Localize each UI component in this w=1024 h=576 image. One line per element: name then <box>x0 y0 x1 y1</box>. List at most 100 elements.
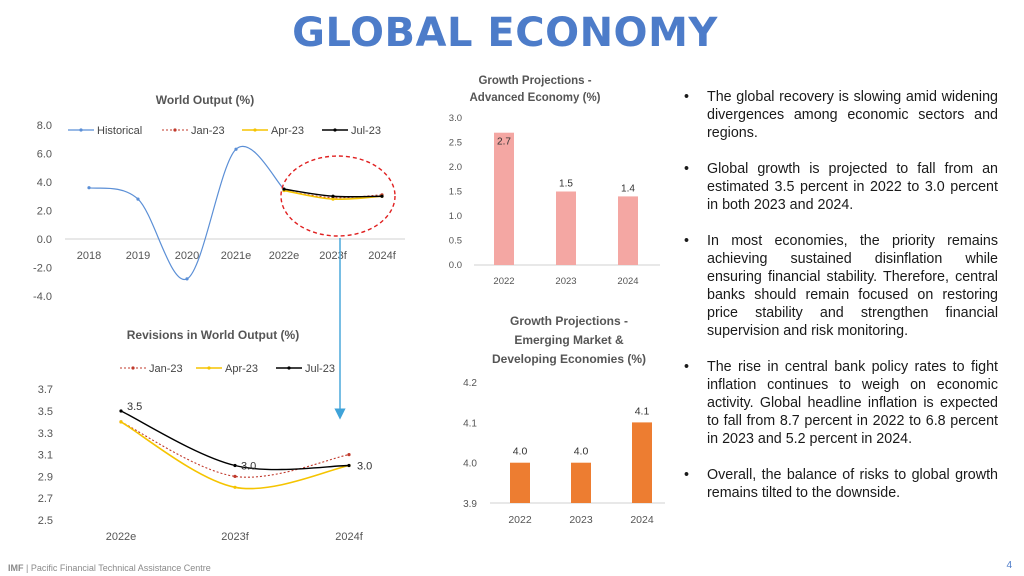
x-tick-label: 2022e <box>269 250 300 262</box>
legend-marker <box>207 366 211 370</box>
data-label: 4.0 <box>574 446 589 458</box>
y-tick-label: 3.9 <box>463 499 477 510</box>
legend-label: Apr-23 <box>271 125 304 137</box>
x-tick-label: 2023f <box>221 531 249 543</box>
y-tick-label: 4.0 <box>463 459 477 470</box>
y-tick-label: 3.7 <box>38 384 53 396</box>
x-tick-label: 2024 <box>617 276 638 287</box>
y-tick-label: 2.0 <box>449 162 462 173</box>
x-tick-label: 2019 <box>126 250 150 262</box>
y-tick-label: 1.5 <box>449 187 462 198</box>
legend-label: Jan-23 <box>191 125 225 137</box>
data-point <box>185 277 189 281</box>
y-tick-label: 2.7 <box>38 493 53 505</box>
data-label: 2.7 <box>497 137 511 148</box>
footer-brand: IMF <box>8 563 24 573</box>
chart-title: Growth Projections - <box>510 314 628 328</box>
legend-marker <box>333 128 337 132</box>
bullet-item: Overall, the balance of risks to global … <box>684 466 998 502</box>
data-point <box>233 463 237 468</box>
data-label: 1.5 <box>559 179 573 190</box>
bar <box>632 422 652 503</box>
y-tick-label: 0.0 <box>449 260 462 271</box>
bullet-item: In most economies, the priority remains … <box>684 232 998 340</box>
y-tick-label: 1.0 <box>449 211 462 222</box>
chart-title: Developing Economies (%) <box>492 352 646 366</box>
data-label: 1.4 <box>621 183 635 194</box>
y-tick-label: 3.5 <box>38 406 53 418</box>
data-label: 4.1 <box>635 405 650 417</box>
world-output-chart: World Output (%) 8.0 6.0 4.0 2.0 0.0 -2.0 -4.0 2… <box>33 93 405 303</box>
series-line <box>120 421 350 478</box>
data-label: 3.0 <box>357 461 372 473</box>
data-point <box>380 194 384 198</box>
chart-title: Growth Projections - <box>478 75 591 87</box>
y-tick-label: 3.0 <box>449 113 462 124</box>
legend-marker <box>131 366 135 370</box>
data-point <box>119 420 123 424</box>
x-tick-label: 2024f <box>368 250 396 262</box>
x-tick-label: 2022 <box>493 276 514 287</box>
data-point <box>234 147 238 151</box>
data-label: 3.0 <box>241 461 256 473</box>
legend-marker <box>253 128 257 132</box>
page-title: GLOBAL ECONOMY <box>292 10 718 56</box>
legend-marker <box>79 128 83 132</box>
y-tick-label: 0.0 <box>37 234 52 246</box>
page-number: 4 <box>1006 560 1012 571</box>
y-tick-label: 4.2 <box>463 378 477 389</box>
x-tick-label: 2024 <box>630 514 654 526</box>
legend-label: Jul-23 <box>351 125 381 137</box>
footer: IMF | Pacific Financial Technical Assist… <box>8 563 211 573</box>
footer-text: | Pacific Financial Technical Assistance… <box>23 563 211 573</box>
bullet-item: The global recovery is slowing amid wide… <box>684 88 998 142</box>
x-tick-label: 2020 <box>175 250 199 262</box>
data-point <box>136 197 140 201</box>
y-tick-label: 4.0 <box>37 177 52 189</box>
legend-marker <box>287 366 291 370</box>
bar <box>494 132 514 265</box>
y-tick-label: 4.1 <box>463 418 477 429</box>
legend-label: Jan-23 <box>149 363 183 375</box>
data-point <box>233 474 237 478</box>
chart-title: Revisions in World Output (%) <box>127 328 299 342</box>
data-point <box>347 463 351 468</box>
bullet-item: Global growth is projected to fall from … <box>684 160 998 214</box>
y-tick-label: 2.5 <box>449 138 462 149</box>
data-point <box>331 197 335 201</box>
data-point <box>282 187 286 191</box>
highlight-ellipse <box>280 155 396 237</box>
bar <box>556 191 576 265</box>
data-point <box>347 453 351 457</box>
data-point <box>233 485 237 489</box>
y-tick-label: 3.3 <box>38 428 53 440</box>
legend-label: Apr-23 <box>225 363 258 375</box>
legend-label: Historical <box>97 125 142 137</box>
data-label: 4.0 <box>513 446 528 458</box>
legend-label: Jul-23 <box>305 363 335 375</box>
emerging-economies-chart: Growth Projections - Emerging Market & Dev… <box>463 314 665 526</box>
y-tick-label: 3.1 <box>38 450 53 462</box>
y-tick-label: 0.5 <box>449 236 462 247</box>
y-tick-label: 8.0 <box>37 120 52 132</box>
x-tick-label: 2022e <box>106 531 137 543</box>
legend-marker <box>173 128 177 132</box>
data-point <box>87 186 91 190</box>
data-point <box>119 409 123 413</box>
x-tick-label: 2024f <box>335 531 363 543</box>
bullet-item: The rise in central bank policy rates to… <box>684 358 998 448</box>
y-tick-label: -4.0 <box>33 291 52 303</box>
x-tick-label: 2018 <box>77 250 101 262</box>
chart-title: Emerging Market & <box>514 333 624 347</box>
series-line <box>88 145 285 280</box>
y-tick-label: 2.0 <box>37 206 52 218</box>
revisions-chart: Revisions in World Output (%) Jan-23 Apr-2… <box>38 328 373 543</box>
y-tick-label: 2.9 <box>38 471 53 483</box>
bar <box>618 196 638 265</box>
x-tick-label: 2022 <box>508 514 532 526</box>
y-tick-label: -2.0 <box>33 263 52 275</box>
advanced-economy-chart: Growth Projections - Advanced Economy (%)… <box>449 75 660 287</box>
data-point <box>331 194 335 198</box>
x-tick-label: 2021e <box>221 250 252 262</box>
